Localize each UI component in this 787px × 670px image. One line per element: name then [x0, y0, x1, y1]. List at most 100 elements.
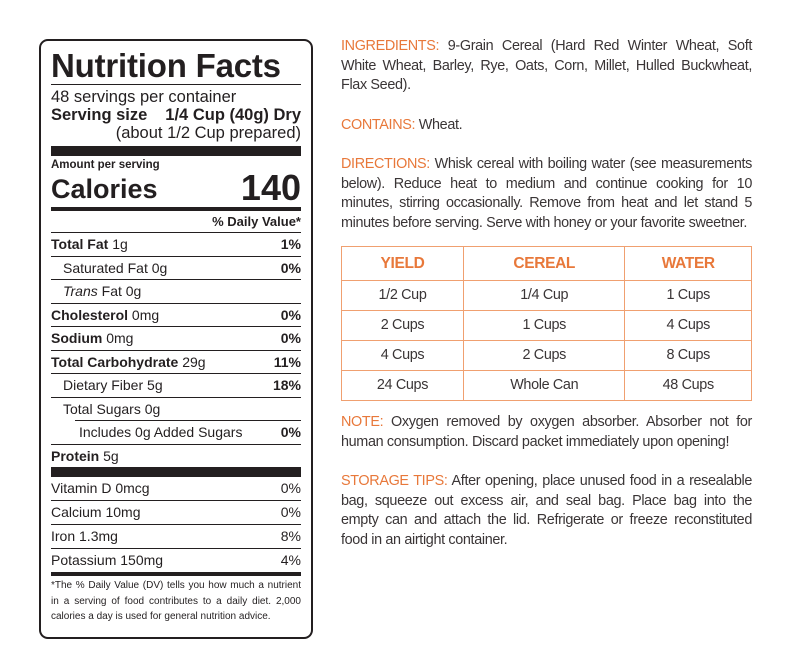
- vitamin-name: Calcium 10mg: [51, 504, 141, 520]
- nutrient-name: Includes 0g Added Sugars: [79, 424, 243, 440]
- nutrient-dv: 0%: [280, 306, 301, 323]
- note-text: Oxygen removed by oxygen absorber. Absor…: [341, 414, 752, 450]
- nutrient-amount: 29g: [182, 353, 206, 370]
- table-row: 1/2 Cup 1/4 Cup 1 Cups: [341, 280, 752, 311]
- yield-table-header: YIELD CEREAL WATER: [341, 246, 752, 281]
- calories-value: 140: [240, 167, 301, 208]
- calories-label: Calories: [51, 174, 158, 204]
- nutrient-name: Protein: [51, 447, 100, 464]
- nutrient-dv: 18%: [272, 377, 301, 393]
- table-row: 2 Cups 1 Cups 4 Cups: [341, 310, 752, 341]
- column-header-yield: YIELD: [341, 246, 464, 281]
- yield-cell: 2 Cups: [341, 310, 464, 341]
- divider: [51, 84, 301, 85]
- storage-tips-text: After opening, place unused food in a re…: [341, 473, 752, 548]
- nutrient-amount: 0mg: [131, 306, 160, 323]
- nutrient-dv: 0%: [280, 259, 301, 276]
- nutrient-row-saturated-fat: Saturated Fat 0g 0%: [51, 255, 301, 280]
- column-header-cereal: CEREAL: [462, 246, 626, 281]
- nutrient-name: Sodium: [51, 330, 103, 346]
- storage-tips-paragraph: STORAGE TIPS: After opening, place unuse…: [341, 472, 752, 550]
- cereal-cell: 2 Cups: [462, 340, 626, 371]
- nutrition-facts-title: Nutrition Facts: [51, 47, 281, 84]
- vitamin-name: Vitamin D 0mcg: [51, 480, 150, 496]
- vitamin-row-calcium: Calcium 10mg 0%: [51, 500, 301, 524]
- nutrient-name: Total Fat: [51, 236, 109, 252]
- vitamin-dv: 8%: [280, 528, 301, 544]
- directions-paragraph: DIRECTIONS: Whisk cereal with boiling wa…: [341, 155, 752, 233]
- daily-value-footnote: *The % Daily Value (DV) tells you how mu…: [51, 580, 301, 622]
- vitamin-row-iron: Iron 1.3mg 8%: [51, 524, 301, 548]
- ingredients-label: INGREDIENTS:: [341, 38, 440, 54]
- divider-medium: [51, 572, 301, 576]
- vitamin-row-potassium: Potassium 150mg 4%: [51, 548, 301, 572]
- daily-value-header: % Daily Value*: [212, 214, 301, 229]
- nutrient-name: Saturated Fat: [63, 259, 148, 276]
- nutrient-row-trans-fat: Trans Fat 0g: [51, 279, 301, 303]
- water-cell: 1 Cups: [624, 280, 752, 311]
- nutrient-amount: 0g: [151, 259, 168, 276]
- water-cell: 48 Cups: [624, 370, 752, 401]
- nutrient-dv: 0%: [280, 330, 301, 346]
- nutrient-dv: 0%: [280, 424, 301, 440]
- nutrient-dv: 1%: [280, 236, 301, 252]
- nutrient-name: Total Carbohydrate: [51, 353, 179, 370]
- divider-thick: [51, 146, 301, 156]
- divider-medium: [51, 207, 301, 211]
- nutrient-row-total-carbohydrate: Total Carbohydrate 29g 11%: [51, 349, 301, 374]
- contains-text: Wheat.: [415, 116, 463, 133]
- cereal-cell: 1/4 Cup: [462, 280, 626, 311]
- vitamin-dv: 0%: [280, 504, 301, 520]
- nutrient-amount: 5g: [103, 447, 119, 464]
- nutrition-facts-label: Nutrition Facts 48 servings per containe…: [39, 39, 313, 639]
- contains-paragraph: CONTAINS: Wheat.: [341, 116, 752, 136]
- nutrient-amount: 0mg: [106, 330, 134, 346]
- vitamin-name: Iron 1.3mg: [51, 528, 118, 544]
- yield-table: YIELD CEREAL WATER 1/2 Cup 1/4 Cup 1 Cup…: [341, 246, 752, 401]
- cereal-cell: Whole Can: [462, 370, 626, 401]
- serving-size-value: 1/4 Cup (40g) Dry: [165, 106, 301, 124]
- nutrient-row-dietary-fiber: Dietary Fiber 5g 18%: [51, 373, 301, 397]
- table-row: 24 Cups Whole Can 48 Cups: [341, 370, 752, 401]
- nutrient-name-suffix: Fat: [101, 283, 122, 299]
- vitamin-dv: 0%: [280, 480, 301, 496]
- contains-label: CONTAINS:: [341, 116, 416, 133]
- directions-label: DIRECTIONS:: [341, 156, 430, 172]
- water-cell: 8 Cups: [624, 340, 752, 371]
- note-paragraph: NOTE: Oxygen removed by oxygen absorber.…: [341, 413, 752, 452]
- ingredients-paragraph: INGREDIENTS: 9-Grain Cereal (Hard Red Wi…: [341, 37, 752, 96]
- nutrient-row-added-sugars: Includes 0g Added Sugars 0%: [75, 420, 301, 444]
- ingredients-text: 9-Grain Cereal (Hard Red Winter Wheat, S…: [341, 38, 752, 93]
- nutrient-amount: 1g: [112, 236, 128, 252]
- serving-size: Serving size 1/4 Cup (40g) Dry: [51, 106, 301, 124]
- vitamin-dv: 4%: [280, 552, 301, 568]
- nutrient-amount: 0g: [125, 283, 142, 299]
- note-label: NOTE:: [341, 414, 384, 430]
- vitamins-section: Vitamin D 0mcg 0% Calcium 10mg 0% Iron 1…: [51, 477, 301, 572]
- servings-per-container: 48 servings per container: [51, 88, 237, 106]
- calories-row: Calories 140: [51, 167, 301, 208]
- vitamin-name: Potassium 150mg: [51, 552, 164, 568]
- product-info-panel: INGREDIENTS: 9-Grain Cereal (Hard Red Wi…: [341, 37, 752, 550]
- column-header-water: WATER: [624, 246, 752, 281]
- nutrient-row-cholesterol: Cholesterol 0mg 0%: [51, 302, 301, 327]
- serving-size-prepared: (about 1/2 Cup prepared): [115, 124, 301, 142]
- divider-thick: [51, 467, 301, 477]
- nutrient-row-sodium: Sodium 0mg 0%: [51, 326, 301, 350]
- nutrient-name: Cholesterol: [51, 306, 129, 323]
- table-row: 4 Cups 2 Cups 8 Cups: [341, 340, 752, 371]
- nutrient-name: Dietary Fiber: [63, 377, 144, 393]
- nutrient-amount: 5g: [147, 377, 163, 393]
- yield-cell: 4 Cups: [341, 340, 464, 371]
- nutrient-row-total-fat: Total Fat 1g 1%: [51, 232, 301, 256]
- nutrient-row-total-sugars: Total Sugars 0g: [51, 396, 301, 421]
- yield-cell: 24 Cups: [341, 370, 464, 401]
- nutrient-name: Trans: [63, 283, 98, 299]
- vitamin-row-vitamin-d: Vitamin D 0mcg 0%: [51, 477, 301, 500]
- water-cell: 4 Cups: [624, 310, 752, 341]
- nutrient-name: Total Sugars: [63, 400, 141, 417]
- storage-tips-label: STORAGE TIPS:: [341, 473, 448, 489]
- yield-cell: 1/2 Cup: [341, 280, 464, 311]
- directions-text: Whisk cereal with boiling water (see mea…: [341, 156, 752, 231]
- nutrient-row-protein: Protein 5g: [51, 443, 301, 468]
